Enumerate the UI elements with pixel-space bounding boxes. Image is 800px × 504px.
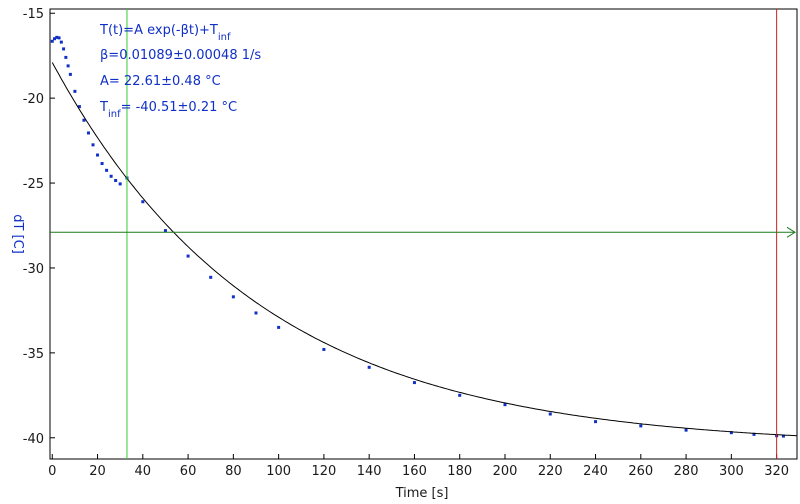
- fit-curve: [51, 62, 798, 437]
- annotation-line-1: T(t)=A exp(-βt)+Tinf: [99, 23, 231, 43]
- data-point: [77, 105, 81, 109]
- annotation-line-1-sub: inf: [218, 32, 231, 43]
- data-point: [163, 229, 167, 233]
- data-point: [68, 72, 72, 76]
- data-point: [73, 89, 77, 93]
- fit-annotation: T(t)=A exp(-βt)+Tinf β=0.01089±0.00048 1…: [99, 23, 261, 120]
- x-tick-label: 320: [764, 464, 789, 479]
- data-point: [209, 275, 213, 279]
- annotation-line-4-rest: = -40.51±0.21 °C: [121, 100, 237, 115]
- data-point: [53, 37, 57, 41]
- data-point: [684, 428, 688, 432]
- x-tick-label: 240: [583, 464, 608, 479]
- x-tick-label: 100: [266, 464, 291, 479]
- data-point: [118, 182, 122, 186]
- data-point: [548, 412, 552, 416]
- data-point: [66, 64, 70, 68]
- x-tick-label: 280: [674, 464, 699, 479]
- annotation-line-4: Tinf= -40.51±0.21 °C: [99, 100, 237, 120]
- data-point: [231, 295, 235, 299]
- data-point: [322, 347, 326, 351]
- data-point: [458, 393, 462, 397]
- y-tick-label: -15: [23, 7, 44, 22]
- data-point: [114, 179, 118, 183]
- data-point: [57, 36, 61, 40]
- data-point: [64, 55, 68, 59]
- data-point: [91, 143, 95, 147]
- x-tick-label: 260: [628, 464, 653, 479]
- data-series: [50, 35, 785, 438]
- data-point: [96, 153, 100, 157]
- annotation-line-4-main: T: [99, 100, 108, 115]
- data-point: [412, 381, 416, 385]
- y-axis-title: dT [C]: [10, 214, 25, 254]
- data-point: [752, 432, 756, 436]
- x-tick-label: 140: [357, 464, 382, 479]
- y-tick-label: -35: [23, 347, 44, 362]
- data-point: [254, 311, 258, 315]
- data-point: [82, 118, 86, 122]
- x-tick-label: 180: [447, 464, 472, 479]
- annotation-line-2: β=0.01089±0.00048 1/s: [100, 48, 261, 63]
- data-point: [594, 420, 598, 424]
- data-point: [105, 168, 109, 172]
- data-point: [729, 431, 733, 435]
- data-point: [503, 403, 507, 407]
- x-tick-label: 220: [538, 464, 563, 479]
- data-point: [62, 47, 66, 51]
- x-axis-title: Time [s]: [395, 486, 449, 501]
- y-tick-label: -20: [23, 92, 44, 107]
- data-point: [59, 40, 63, 44]
- x-tick-label: 120: [311, 464, 336, 479]
- data-point: [100, 162, 104, 166]
- data-point: [367, 365, 371, 369]
- cursor-arrow-icon[interactable]: [786, 226, 796, 238]
- data-point: [55, 35, 59, 39]
- x-tick-label: 80: [225, 464, 242, 479]
- data-point: [277, 325, 281, 329]
- annotation-line-3: A= 22.61±0.48 °C: [100, 74, 221, 89]
- data-point: [109, 174, 113, 178]
- x-tick-label: 160: [402, 464, 427, 479]
- x-tick-label: 20: [89, 464, 106, 479]
- x-tick-label: 60: [180, 464, 197, 479]
- plot-frame: [49, 8, 798, 460]
- data-point: [141, 200, 145, 204]
- y-tick-label: -40: [23, 432, 44, 447]
- data-point: [781, 434, 785, 438]
- data-point: [186, 254, 190, 258]
- data-point: [639, 424, 643, 428]
- x-tick-label: 40: [135, 464, 152, 479]
- y-tick-label: -25: [23, 177, 44, 192]
- x-tick-label: 300: [719, 464, 744, 479]
- data-point: [50, 39, 54, 43]
- data-point: [86, 131, 90, 135]
- y-tick-label: -30: [23, 262, 44, 277]
- x-tick-label: 0: [48, 464, 56, 479]
- x-tick-label: 200: [493, 464, 518, 479]
- annotation-line-4-sub: inf: [108, 109, 121, 120]
- ticks: 0 20 40 60 80 100 120 140 160 180 200 220 240 260 280 3…: [23, 7, 789, 479]
- annotation-line-1-main: T(t)=A exp(-βt)+T: [99, 23, 218, 38]
